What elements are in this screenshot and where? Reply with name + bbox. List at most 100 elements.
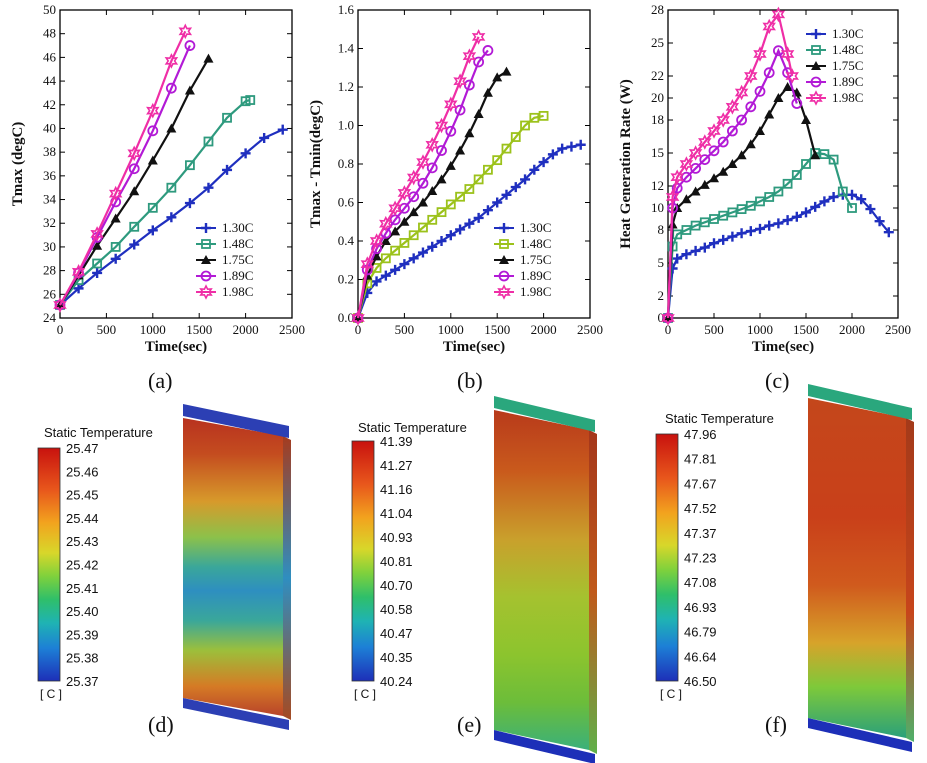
marker-square: [92, 258, 103, 269]
series-1.98C: [661, 6, 799, 326]
marker-square: [222, 112, 232, 123]
marker-triangle: [445, 160, 456, 170]
colorbar-label: 25.43: [66, 534, 99, 549]
marker-triangle: [371, 251, 382, 261]
marker-star: [707, 123, 721, 139]
y-axis-label: Tmax - Tmin(degC): [308, 100, 324, 228]
marker-circle: [473, 56, 485, 68]
panel-label-c: (c): [765, 368, 790, 393]
colorbar-label: 46.79: [684, 625, 717, 640]
colorbar-label: 47.52: [684, 501, 717, 516]
series-1.48C: [353, 110, 549, 323]
marker-square: [718, 210, 729, 221]
marker-plus: [520, 174, 531, 185]
marker-triangle: [166, 123, 177, 133]
legend-label: 1.48C: [222, 236, 253, 251]
marker-triangle: [147, 155, 158, 165]
series-1.30C: [55, 124, 288, 310]
marker-square: [736, 204, 747, 215]
y-tick-label: 48: [43, 26, 56, 41]
marker-circle: [128, 163, 140, 175]
marker-star: [425, 137, 439, 153]
marker-circle: [463, 79, 475, 91]
cell-face: [808, 398, 906, 738]
marker-square: [773, 186, 784, 197]
y-tick-label: 38: [43, 144, 56, 159]
series-line: [356, 36, 480, 319]
marker-square: [819, 149, 830, 160]
marker-plus: [736, 228, 747, 239]
cell-face: [183, 418, 283, 716]
y-tick-label: 1.4: [338, 41, 355, 56]
colorbar-label: 40.35: [380, 650, 413, 665]
marker-circle: [165, 82, 177, 94]
marker-plus: [791, 211, 802, 222]
marker-star: [744, 68, 758, 84]
cell-top-edge: [183, 404, 289, 438]
marker-square: [185, 160, 195, 171]
marker-square: [473, 174, 484, 185]
y-tick-label: 44: [43, 73, 57, 88]
chart-c: 0 500 1000 1500 2000 250002581012151820222528…: [618, 2, 911, 355]
marker-star: [734, 84, 749, 101]
series-line: [666, 151, 853, 319]
y-tick-label: 50: [43, 2, 56, 17]
series-1.98C: [53, 23, 193, 313]
marker-star: [406, 169, 421, 186]
colorbar-label: 25.39: [66, 627, 99, 642]
marker-square: [499, 239, 509, 249]
y-tick-label: 22: [651, 68, 664, 83]
cell-bottom-edge: [808, 718, 912, 752]
marker-square: [501, 143, 512, 154]
y-tick-label: 1.2: [338, 79, 354, 94]
marker-plus: [482, 205, 493, 216]
legend-label: 1.89C: [832, 74, 863, 89]
marker-triangle: [764, 109, 775, 119]
marker-star: [199, 284, 213, 300]
marker-plus: [408, 253, 419, 264]
series-1.75C: [663, 82, 821, 322]
x-tick-label: 2500: [279, 322, 305, 337]
x-tick-label: 2500: [577, 322, 603, 337]
cell-bottom-edge: [494, 730, 595, 763]
marker-triangle: [473, 108, 484, 118]
marker-plus: [371, 276, 382, 287]
series-1.30C: [663, 189, 894, 323]
marker-plus: [874, 216, 885, 227]
colorbar-label: 25.37: [66, 674, 99, 689]
marker-star: [146, 102, 160, 119]
y-tick-label: 0.0: [338, 310, 354, 325]
colorbar-label: 41.27: [380, 458, 413, 473]
marker-plus: [773, 218, 784, 229]
y-tick-label: 0: [658, 310, 665, 325]
marker-square: [510, 132, 521, 142]
marker-square: [690, 220, 701, 231]
y-tick-label: 24: [43, 310, 57, 325]
marker-square: [755, 196, 765, 207]
marker-square: [811, 45, 821, 55]
marker-plus: [782, 215, 793, 226]
marker-square: [764, 192, 775, 202]
marker-triangle: [380, 236, 391, 245]
marker-triangle: [390, 226, 401, 236]
marker-plus: [745, 226, 756, 237]
colorbar-label: 40.24: [380, 674, 413, 689]
marker-star: [780, 46, 795, 62]
x-tick-label: 1000: [140, 322, 166, 337]
legend-label: 1.75C: [520, 252, 551, 267]
marker-star: [661, 310, 675, 326]
marker-circle: [147, 125, 159, 137]
marker-plus: [445, 230, 456, 241]
series-line: [666, 11, 794, 319]
marker-star: [762, 18, 776, 35]
series-1.30C: [353, 139, 586, 323]
marker-star: [688, 145, 703, 161]
marker-plus: [883, 227, 894, 238]
marker-triangle: [782, 82, 793, 91]
marker-circle: [408, 191, 420, 203]
marker-circle: [717, 136, 729, 148]
marker-triangle: [464, 128, 475, 138]
